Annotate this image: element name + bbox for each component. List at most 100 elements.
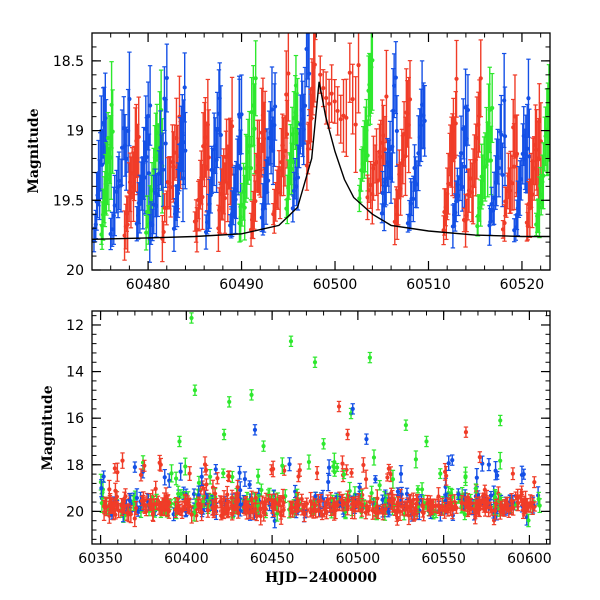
bottom-red-point: [510, 467, 516, 481]
top-red-point: [326, 78, 332, 129]
bottom-red-point: [316, 504, 321, 518]
bottom-red-point: [439, 497, 445, 516]
bottom-blue-point: [326, 472, 331, 492]
bottom-x-axis-title: HJD−2400000: [265, 570, 377, 586]
bottom-red-point: [187, 466, 192, 481]
top-red-point: [206, 109, 212, 206]
bottom-red-point: [520, 502, 526, 520]
bottom-red-point: [205, 502, 211, 518]
bottom-plot-area: [98, 312, 542, 529]
top-red-point: [286, 33, 291, 122]
bottom-red-point: [296, 470, 301, 483]
bottom-red-point: [110, 500, 115, 515]
top-panel-frame: [91, 32, 551, 271]
bottom-blue-point: [247, 480, 252, 489]
bottom-red-point: [452, 501, 458, 512]
bottom-red-point: [220, 500, 225, 519]
bottom-red-point: [225, 497, 230, 513]
top-red-point: [136, 96, 141, 178]
top-blue-point: [295, 144, 301, 211]
bottom-green-outlier: [424, 435, 429, 448]
top-x-tick-label: 60520: [500, 277, 545, 293]
bottom-red-point: [437, 504, 442, 517]
bottom-green-outlier: [288, 335, 294, 348]
bottom-red-point: [477, 496, 482, 508]
bottom-green-point: [413, 450, 419, 469]
bottom-red-point: [400, 497, 405, 516]
top-blue-point: [525, 103, 530, 194]
bottom-red-point: [516, 494, 521, 512]
bottom-green-outlier: [321, 438, 326, 450]
top-blue-point: [142, 140, 147, 215]
bottom-green-point: [473, 483, 479, 494]
bottom-y-tick-label: 12: [66, 318, 84, 334]
top-blue-point: [239, 74, 244, 155]
bottom-red-point: [304, 497, 309, 510]
top-red-point: [347, 42, 353, 103]
bottom-red-point: [355, 495, 361, 513]
top-blue-point: [127, 51, 132, 147]
bottom-blue-point: [242, 471, 248, 487]
top-blue-point: [489, 186, 494, 222]
bottom-axes: 60350 60400 60450 60500 60550 60600 12 14 16 18 20: [66, 311, 552, 567]
bottom-y-tick-label: 14: [66, 365, 84, 381]
top-red-point: [253, 180, 258, 222]
bottom-red-point: [407, 493, 413, 509]
bottom-red-point: [183, 493, 188, 508]
bottom-red-point: [101, 499, 107, 513]
top-red-point: [356, 33, 361, 114]
bottom-green-point: [332, 467, 337, 477]
top-y-tick-label: 20: [66, 263, 84, 279]
bottom-red-point: [142, 496, 148, 514]
bottom-green-outlier: [498, 414, 503, 427]
bottom-green-point: [230, 470, 235, 484]
bottom-green-point: [438, 468, 443, 480]
bottom-red-point: [485, 496, 491, 510]
bottom-red-point: [120, 452, 125, 469]
bottom-green-point: [390, 469, 396, 489]
top-blue-point: [526, 58, 531, 138]
top-y-tick-label: 19: [66, 124, 84, 140]
bottom-red-point: [322, 500, 327, 518]
bottom-blue-point: [373, 475, 378, 484]
top-red-point: [332, 79, 337, 124]
bottom-red-point: [157, 501, 162, 511]
bottom-red-point: [359, 502, 365, 517]
top-red-point: [200, 164, 205, 230]
top-red-point: [316, 0, 320, 8]
bottom-red-point: [254, 511, 259, 522]
bottom-red-point: [139, 495, 145, 507]
bottom-green-outlier: [367, 351, 373, 364]
bottom-red-point: [299, 493, 304, 505]
bottom-red-point: [278, 504, 284, 520]
top-red-point: [350, 63, 355, 135]
top-red-point: [125, 196, 130, 253]
bottom-green-point: [169, 464, 174, 483]
bottom-green-point: [463, 471, 468, 484]
bottom-red-point: [281, 497, 286, 508]
bottom-blue-point: [456, 488, 461, 501]
bottom-y-tick-label: 18: [66, 458, 84, 474]
bottom-red-point: [175, 498, 180, 515]
bottom-green-point: [331, 461, 336, 472]
bottom-red-point: [380, 504, 386, 521]
bottom-red-point: [494, 498, 499, 509]
bottom-red-point: [530, 495, 535, 510]
top-panel: 60480 60490 60500 60510 60520 18.5 19 19.5 20 Ma…: [26, 0, 551, 293]
bottom-green-point: [526, 513, 531, 528]
bottom-blue-point: [519, 465, 525, 485]
bottom-red-point: [233, 492, 238, 511]
bottom-blue-outlier: [364, 433, 369, 445]
top-blue-point: [393, 41, 399, 115]
bottom-green-point: [334, 462, 340, 473]
bottom-red-point: [179, 500, 185, 519]
top-plot-area: [92, 0, 550, 263]
bottom-red-point: [294, 500, 299, 516]
bottom-red-point: [270, 460, 276, 478]
top-axes: 60480 60490 60500 60510 60520 18.5 19 19.5 20: [53, 32, 550, 293]
bottom-red-outlier: [345, 428, 350, 441]
top-red-point: [284, 50, 289, 139]
bottom-green-point: [537, 498, 542, 514]
bottom-x-tick-label: 60600: [507, 551, 552, 567]
bottom-red-point: [196, 499, 201, 513]
